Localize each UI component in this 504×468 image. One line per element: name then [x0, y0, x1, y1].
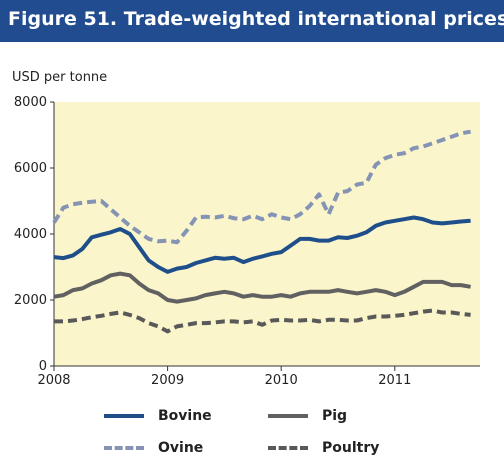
legend-label: Bovine: [158, 408, 212, 424]
x-tick-label: 2010: [265, 373, 298, 388]
figure-title: Figure 51. Trade-weighted international …: [8, 8, 504, 30]
legend-item-poultry: Poultry: [268, 440, 379, 456]
legend-label: Ovine: [158, 440, 204, 456]
x-tick-label: 2011: [378, 373, 411, 388]
legend-swatch: [268, 414, 308, 418]
x-tick-label: 2009: [151, 373, 184, 388]
legend-swatch: [104, 414, 144, 418]
legend-item-bovine: Bovine: [104, 408, 212, 424]
series-line-poultry: [54, 308, 471, 334]
legend-label: Poultry: [322, 440, 380, 456]
y-tick-label: 0: [39, 359, 47, 374]
y-axis-label: USD per tonne: [12, 70, 108, 85]
legend-item-ovine: Ovine: [104, 440, 203, 456]
series-line-bovine: [53, 215, 471, 274]
x-tick-label: 2008: [37, 373, 70, 388]
legend-swatch: [104, 446, 144, 450]
y-tick-label: 6000: [14, 161, 47, 176]
y-tick-label: 8000: [14, 95, 47, 110]
title-bar: Figure 51. Trade-weighted international …: [0, 0, 504, 42]
y-tick-label: 4000: [14, 227, 47, 242]
series-line-pig: [53, 271, 471, 304]
legend-item-pig: Pig: [268, 408, 347, 424]
plot-area: [54, 102, 480, 366]
y-tick-label: 2000: [14, 293, 47, 308]
legend-label: Pig: [322, 408, 348, 424]
legend-swatch: [268, 446, 308, 450]
series-line-ovine: [52, 129, 471, 245]
